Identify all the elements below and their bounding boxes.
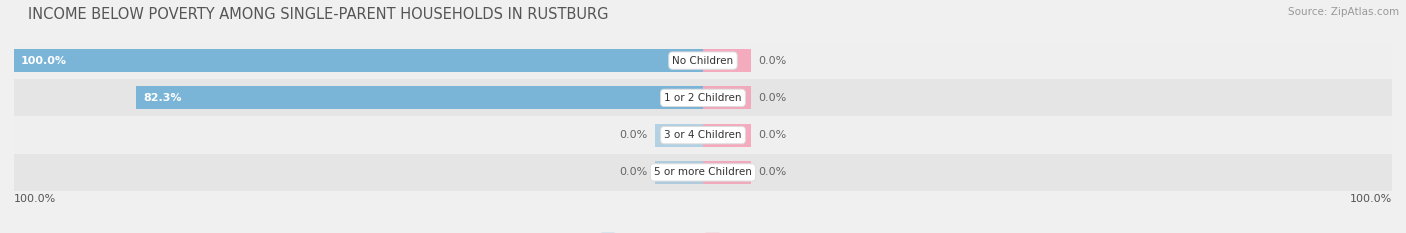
- Text: 82.3%: 82.3%: [143, 93, 181, 103]
- Text: 0.0%: 0.0%: [620, 168, 648, 177]
- Bar: [703, 123, 751, 147]
- Bar: [14, 42, 1392, 79]
- Bar: [136, 86, 703, 110]
- Text: 1 or 2 Children: 1 or 2 Children: [664, 93, 742, 103]
- Bar: [703, 161, 751, 184]
- Text: 0.0%: 0.0%: [620, 130, 648, 140]
- Bar: [703, 49, 751, 72]
- Bar: [14, 49, 703, 72]
- Text: Source: ZipAtlas.com: Source: ZipAtlas.com: [1288, 7, 1399, 17]
- Bar: [14, 154, 1392, 191]
- Bar: [14, 79, 1392, 116]
- Text: No Children: No Children: [672, 56, 734, 65]
- Bar: [14, 116, 1392, 154]
- Text: 100.0%: 100.0%: [21, 56, 67, 65]
- Text: INCOME BELOW POVERTY AMONG SINGLE-PARENT HOUSEHOLDS IN RUSTBURG: INCOME BELOW POVERTY AMONG SINGLE-PARENT…: [28, 7, 609, 22]
- Text: 0.0%: 0.0%: [758, 130, 786, 140]
- Text: 3 or 4 Children: 3 or 4 Children: [664, 130, 742, 140]
- Text: 100.0%: 100.0%: [1350, 194, 1392, 204]
- Legend: Single Father, Single Mother: Single Father, Single Mother: [596, 229, 810, 233]
- Text: 5 or more Children: 5 or more Children: [654, 168, 752, 177]
- Bar: [703, 86, 751, 110]
- Text: 0.0%: 0.0%: [758, 168, 786, 177]
- Text: 0.0%: 0.0%: [758, 93, 786, 103]
- Text: 100.0%: 100.0%: [14, 194, 56, 204]
- Bar: [655, 161, 703, 184]
- Text: 0.0%: 0.0%: [758, 56, 786, 65]
- Bar: [655, 123, 703, 147]
